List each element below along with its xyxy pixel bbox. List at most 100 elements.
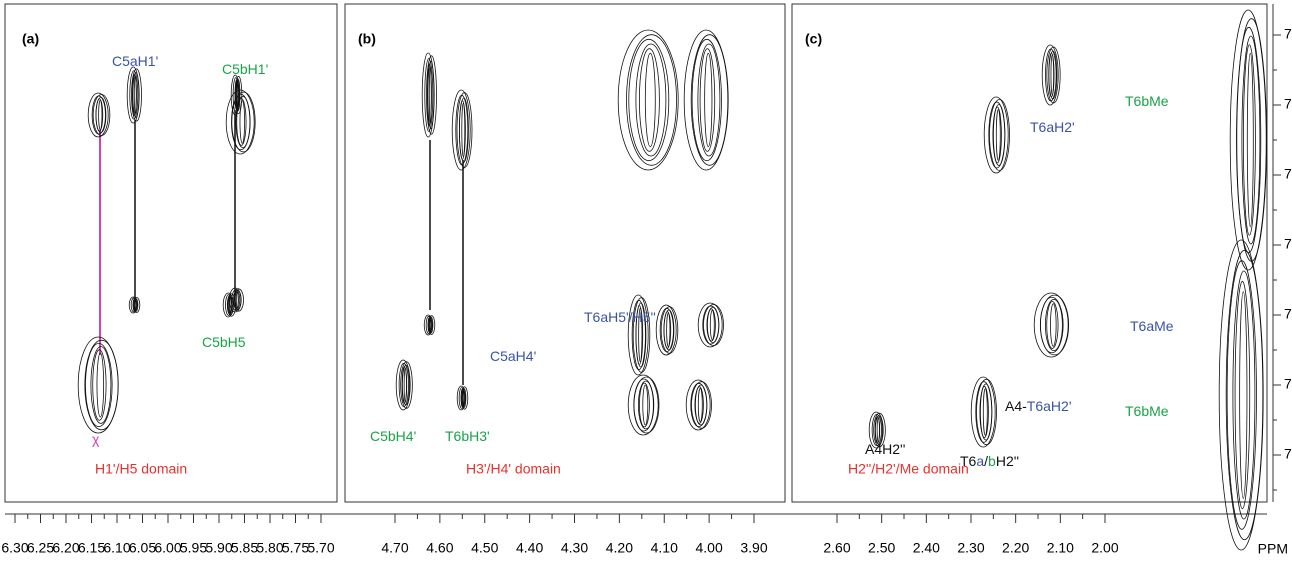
annotation-part: T6aH5'/H5'': [584, 309, 656, 325]
domain-label: H3'/H4' domain: [466, 461, 561, 477]
annotation: T6aMe: [1130, 318, 1174, 334]
contour: [995, 109, 1001, 161]
contour: [460, 386, 469, 410]
contour: [231, 289, 241, 311]
contour: [988, 101, 1006, 169]
contour: [635, 302, 647, 368]
contour: [421, 52, 435, 138]
contour: [1041, 44, 1059, 106]
panel-frame: [4, 3, 338, 503]
contour: [234, 75, 243, 115]
contour: [703, 304, 724, 346]
annotation-part: H2'': [996, 453, 1019, 469]
contour: [96, 352, 105, 418]
contour: [642, 384, 649, 426]
contour: [1225, 249, 1264, 541]
contour: [424, 58, 434, 132]
contour: [628, 38, 670, 162]
contour: [639, 382, 650, 428]
contour: [239, 100, 246, 144]
contour: [663, 309, 675, 351]
contour: [1243, 44, 1256, 236]
contour: [98, 99, 103, 131]
contour: [627, 294, 649, 376]
y-tick-label: 7.15: [1284, 236, 1292, 252]
x-tick-label: 2.30: [957, 540, 984, 556]
contour: [1232, 270, 1256, 520]
contour: [993, 106, 1002, 164]
contour: [458, 97, 469, 163]
x-tick-label: 5.95: [180, 540, 207, 556]
x-tick-label: 5.80: [256, 540, 283, 556]
domain-label: H1'/H5 domain: [95, 461, 187, 477]
annotation: T6aH5'/H5'': [584, 309, 656, 325]
contour: [617, 29, 679, 171]
contour: [131, 68, 142, 122]
y-tick-label: 7.20: [1284, 306, 1292, 322]
contour: [980, 385, 989, 439]
contour: [1239, 291, 1248, 499]
x-tick-label: 5.75: [282, 540, 309, 556]
contour: [873, 412, 886, 448]
contour: [231, 91, 256, 153]
contour: [709, 309, 715, 341]
contour: [699, 48, 716, 152]
x-tick-label: 4.40: [516, 540, 543, 556]
contour: [461, 102, 466, 158]
annotation-part: T6aH2': [1027, 398, 1072, 414]
contour: [697, 302, 723, 348]
x-tick-label: 4.10: [651, 540, 678, 556]
x-tick-label: 2.10: [1047, 540, 1074, 556]
domain-label: H2''/H2'/Me domain: [848, 461, 969, 477]
annotation-part: a: [976, 453, 984, 469]
contour: [400, 361, 413, 409]
contour: [976, 378, 997, 446]
annotation: C5aH4': [490, 348, 536, 364]
annotation: T6aH2': [1030, 119, 1075, 135]
contour: [225, 89, 255, 155]
annotation-part: T6bMe: [1125, 403, 1169, 419]
axis-unit: PPM: [1258, 541, 1288, 557]
annotation: T6bMe: [1125, 403, 1169, 419]
contour: [425, 315, 432, 335]
annotation: T6bH3': [445, 428, 490, 444]
contour: [666, 312, 671, 348]
x-tick-label: 2.00: [1091, 540, 1118, 556]
contour: [85, 342, 113, 427]
y-tick-label: 7.25: [1284, 376, 1292, 392]
contour: [1218, 239, 1264, 551]
annotation-part: C5bH1': [222, 61, 268, 77]
x-tick-label: 5.70: [307, 540, 334, 556]
contour: [695, 386, 704, 424]
contour: [982, 388, 988, 436]
contour: [1045, 298, 1063, 351]
contour: [1246, 52, 1254, 228]
x-tick-label: 2.50: [868, 540, 895, 556]
contour: [704, 52, 713, 148]
x-tick-label: 6.25: [27, 540, 54, 556]
contour: [90, 346, 112, 424]
annotation: χ: [92, 431, 100, 447]
x-tick-label: 4.60: [426, 540, 453, 556]
contour: [458, 387, 465, 409]
annotation: A4H2'': [865, 441, 905, 457]
contour: [423, 314, 433, 336]
contour: [395, 359, 411, 411]
annotation: T6bMe: [1125, 93, 1169, 109]
contour: [128, 296, 138, 314]
panel-frame: [344, 3, 786, 503]
contour: [1234, 280, 1251, 510]
contour: [633, 376, 660, 434]
contour: [702, 305, 720, 345]
panel-label: (c): [805, 31, 822, 47]
contour: [639, 48, 660, 152]
contour: [655, 304, 677, 356]
contour: [92, 349, 107, 421]
contour: [228, 287, 242, 313]
annotation-part: T6aH2': [1030, 119, 1075, 135]
annotation-part: T6bH3': [445, 428, 490, 444]
y-tick-label: 7.30: [1284, 446, 1292, 462]
annotation-part: C5bH4': [370, 428, 416, 444]
annotation-part: T6aMe: [1130, 318, 1174, 334]
contour: [456, 385, 466, 411]
